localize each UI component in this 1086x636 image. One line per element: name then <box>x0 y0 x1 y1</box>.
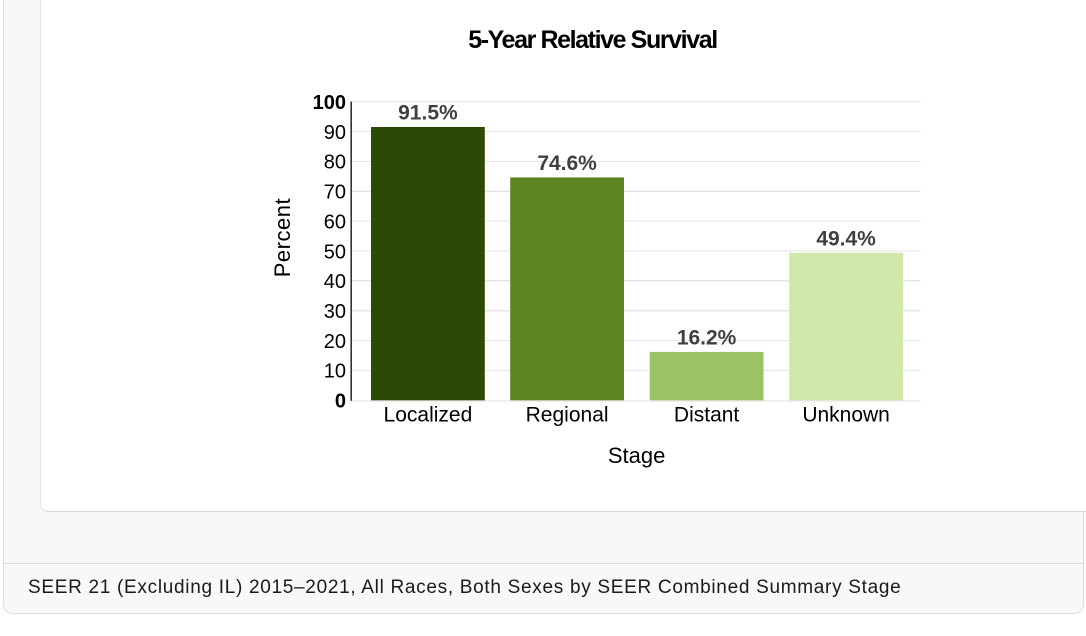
svg-text:Unknown: Unknown <box>802 403 890 426</box>
svg-text:Stage: Stage <box>608 443 666 468</box>
svg-text:0: 0 <box>335 391 346 413</box>
svg-text:5-Year Relative Survival: 5-Year Relative Survival <box>468 26 717 54</box>
svg-text:100: 100 <box>313 92 346 114</box>
svg-text:Distant: Distant <box>674 403 740 426</box>
svg-text:Regional: Regional <box>526 403 609 426</box>
svg-text:90: 90 <box>324 122 346 144</box>
svg-text:60: 60 <box>324 211 346 233</box>
svg-text:Localized: Localized <box>384 403 473 426</box>
svg-text:49.4%: 49.4% <box>816 228 876 251</box>
svg-text:40: 40 <box>324 271 346 293</box>
svg-text:Percent: Percent <box>270 198 295 277</box>
svg-text:30: 30 <box>324 301 346 323</box>
svg-text:80: 80 <box>324 152 346 174</box>
svg-text:20: 20 <box>324 331 346 353</box>
svg-text:16.2%: 16.2% <box>677 327 737 350</box>
svg-text:50: 50 <box>324 241 346 263</box>
svg-text:70: 70 <box>324 182 346 204</box>
svg-text:10: 10 <box>324 361 346 383</box>
svg-text:91.5%: 91.5% <box>398 102 458 125</box>
svg-text:74.6%: 74.6% <box>537 152 597 175</box>
